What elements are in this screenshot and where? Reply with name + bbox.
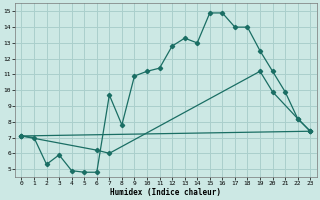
X-axis label: Humidex (Indice chaleur): Humidex (Indice chaleur) (110, 188, 221, 197)
